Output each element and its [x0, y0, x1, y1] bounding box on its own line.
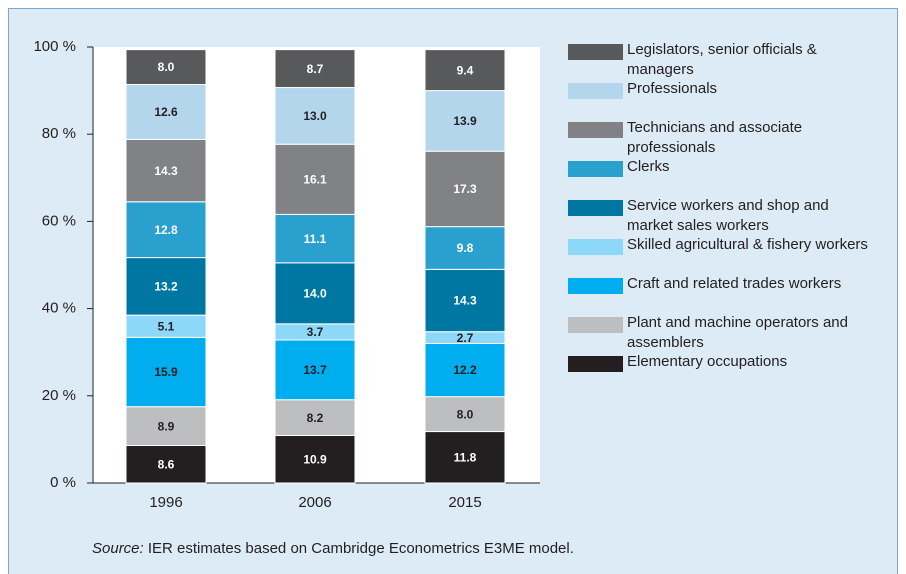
- legend-item: Craft and related trades workers: [568, 274, 893, 313]
- value-label: 17.3: [453, 182, 477, 196]
- legend-swatch: [568, 122, 623, 138]
- legend-swatch: [568, 161, 623, 177]
- legend-label: Elementary occupations: [627, 353, 788, 370]
- legend-label: Skilled agricultural & fishery workers: [627, 236, 868, 253]
- value-label: 8.6: [158, 457, 175, 471]
- bar-segment: [424, 342, 506, 398]
- bar-segment: [125, 138, 207, 203]
- legend-label: Craft and related trades workers: [627, 275, 842, 292]
- value-label: 14.0: [303, 287, 327, 301]
- bar-segment: [274, 262, 356, 325]
- value-label: 3.7: [307, 325, 324, 339]
- value-label: 11.1: [304, 232, 327, 246]
- bar-segment: [424, 150, 506, 228]
- bar-segment: [274, 49, 356, 89]
- legend-label: Plant and machine operators and assemble…: [627, 314, 848, 351]
- value-label: 5.1: [158, 319, 175, 333]
- legend-label: Technicians and associate professionals: [627, 119, 803, 156]
- bar-segment: [125, 201, 207, 259]
- bar-segment: [424, 268, 506, 333]
- legend-item: Legislators, senior officials & managers: [568, 40, 893, 79]
- legend-swatch: [568, 239, 623, 255]
- bar-segment: [125, 49, 207, 85]
- legend-item: Elementary occupations: [568, 352, 893, 391]
- legend-item: Professionals: [568, 79, 893, 118]
- value-label: 8.0: [457, 407, 474, 421]
- bar-segment: [274, 434, 356, 484]
- bar-segment: [424, 431, 506, 484]
- legend-swatch: [568, 83, 623, 99]
- legend-label: Clerks: [627, 158, 670, 175]
- y-tick-label: 100 %: [33, 38, 76, 55]
- legend-label: Professionals: [627, 80, 718, 97]
- value-label: 12.6: [154, 105, 178, 119]
- legend-item: Plant and machine operators and assemble…: [568, 313, 893, 352]
- x-tick-label: 1996: [149, 494, 182, 511]
- value-label: 10.9: [303, 452, 327, 466]
- source-label: Source:: [92, 540, 144, 557]
- bar-segment: [424, 226, 506, 270]
- legend-swatch: [568, 44, 623, 60]
- y-tick-label: 0 %: [50, 474, 76, 491]
- legend-swatch: [568, 200, 623, 216]
- y-tick-label: 60 %: [42, 212, 76, 229]
- y-tick-label: 20 %: [42, 387, 76, 404]
- y-tick-label: 40 %: [42, 300, 76, 317]
- value-label: 12.2: [453, 363, 477, 377]
- bar-segment: [424, 49, 506, 92]
- bar-segment: [274, 399, 356, 436]
- source-text: IER estimates based on Cambridge Econome…: [147, 540, 574, 557]
- legend-swatch: [568, 278, 623, 294]
- value-label: 12.8: [154, 223, 178, 237]
- legend-item: Service workers and shop and market sale…: [568, 196, 893, 235]
- value-label: 13.7: [303, 363, 327, 377]
- legend-swatch: [568, 317, 623, 333]
- value-label: 9.4: [457, 63, 474, 77]
- value-label: 13.2: [154, 280, 178, 294]
- value-label: 8.7: [307, 62, 324, 76]
- x-tick-label: 2015: [448, 494, 481, 511]
- y-tick-label: 80 %: [42, 125, 76, 142]
- value-label: 14.3: [453, 294, 477, 308]
- bar-segment: [274, 339, 356, 401]
- value-label: 14.3: [154, 164, 178, 178]
- source: Source: IER estimates based on Cambridge…: [92, 540, 574, 557]
- legend: Legislators, senior officials & managers…: [568, 40, 893, 391]
- legend-label: Service workers and shop and market sale…: [627, 197, 829, 234]
- value-label: 16.1: [303, 172, 327, 186]
- legend-label: Legislators, senior officials & managers: [627, 41, 817, 78]
- legend-item: Skilled agricultural & fishery workers: [568, 235, 893, 274]
- bar-segment: [125, 336, 207, 408]
- value-label: 8.0: [158, 60, 175, 74]
- value-label: 9.8: [457, 241, 474, 255]
- x-tick-label: 2006: [298, 494, 331, 511]
- value-label: 2.7: [457, 331, 474, 345]
- legend-item: Technicians and associate professionals: [568, 118, 893, 157]
- value-label: 13.0: [303, 109, 327, 123]
- value-label: 8.2: [307, 411, 324, 425]
- value-label: 15.9: [154, 365, 178, 379]
- bar-segment: [125, 257, 207, 316]
- value-label: 13.9: [453, 114, 477, 128]
- value-label: 11.8: [454, 450, 477, 464]
- legend-item: Clerks: [568, 157, 893, 196]
- bar-segment: [274, 87, 356, 145]
- value-label: 8.9: [158, 419, 175, 433]
- bar-segment: [424, 90, 506, 152]
- legend-swatch: [568, 356, 623, 372]
